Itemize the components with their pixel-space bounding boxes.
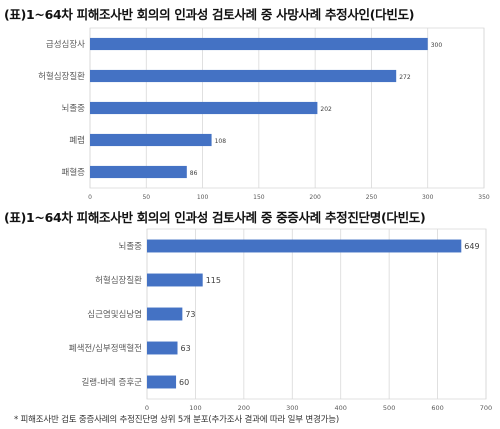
data-label: 86: [190, 170, 198, 177]
category-label: 뇌졸중: [119, 242, 143, 252]
data-label: 63: [181, 344, 191, 353]
x-tick-label: 100: [189, 404, 201, 412]
category-label: 심근염및심낭염: [87, 309, 142, 320]
category-label: 허혈심장질환: [95, 275, 142, 286]
bar: [147, 239, 462, 253]
x-tick-label: 500: [383, 404, 395, 412]
x-tick-label: 200: [309, 194, 321, 201]
x-tick-label: 50: [142, 194, 150, 201]
category-label: 길랭-바레 증후군: [81, 377, 142, 388]
category-label: 패혈증: [62, 167, 86, 178]
bar: [147, 375, 177, 389]
bar: [90, 101, 318, 115]
bar: [90, 133, 212, 147]
category-label: 급성심장사: [46, 39, 85, 50]
category-label: 뇌졸중: [62, 104, 86, 114]
bar: [147, 307, 183, 321]
x-tick-label: 300: [286, 404, 298, 412]
x-tick-label: 300: [422, 194, 434, 201]
x-tick-label: 600: [431, 404, 443, 412]
bar: [90, 37, 428, 51]
x-tick-label: 100: [197, 194, 209, 201]
chart-title-severe: (표)1~64차 피해조사반 회의의 인과성 검토사례 중 중증사례 추정진단명…: [4, 210, 426, 225]
x-tick-label: 200: [238, 404, 250, 412]
category-label: 폐색전/심부정맥혈전: [69, 343, 142, 354]
bar: [90, 165, 187, 179]
data-label: 115: [206, 276, 221, 285]
category-label: 폐렴: [69, 135, 85, 146]
data-label: 202: [320, 106, 332, 113]
data-label: 73: [185, 310, 195, 319]
data-label: 649: [464, 242, 479, 251]
death-cause-bar-chart: 0 50 100 150 200 250 300 350 급성심장사 300 허혈심장질환 272 뇌졸…: [38, 27, 490, 201]
data-label: 300: [431, 42, 443, 49]
footnote: * 피해조사반 검토 중증사례의 추정진단명 상위 5개 분포(추가조사 결과에…: [14, 415, 339, 425]
bar: [147, 341, 178, 355]
x-tick-label: 400: [335, 404, 347, 412]
x-tick-label: 350: [478, 194, 490, 201]
x-tick-label: 0: [88, 194, 92, 201]
bar: [90, 69, 397, 83]
chart-title-death: (표)1~64차 피해조사반 회의의 인과성 검토사례 중 사망사례 추정사인(…: [4, 7, 415, 22]
plot-frame: [146, 228, 487, 400]
x-tick-label: 250: [366, 194, 378, 201]
bar: [147, 273, 203, 287]
x-tick-label: 150: [253, 194, 265, 201]
category-label: 허혈심장질환: [38, 71, 85, 82]
data-label: 108: [215, 138, 227, 145]
x-tick-label: 700: [480, 404, 492, 412]
data-label: 272: [399, 74, 411, 81]
x-tick-label: 0: [145, 404, 149, 412]
data-label: 60: [179, 378, 189, 387]
